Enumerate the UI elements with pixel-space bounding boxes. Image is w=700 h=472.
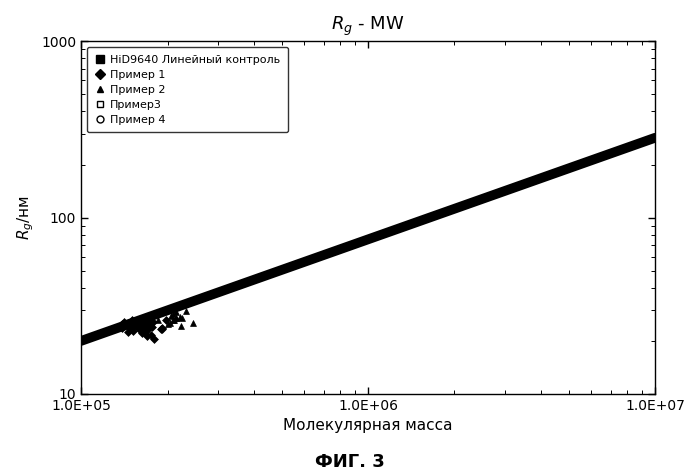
Point <box>148 319 159 326</box>
Point <box>139 323 150 331</box>
Point <box>157 325 168 333</box>
Point <box>133 322 144 329</box>
Point <box>174 313 186 321</box>
Point <box>171 314 182 321</box>
Point <box>122 329 134 336</box>
Point <box>136 324 147 331</box>
Point <box>136 326 147 334</box>
Point <box>132 321 143 329</box>
Point <box>153 316 164 323</box>
Point <box>141 326 153 334</box>
Point <box>166 312 177 320</box>
Point <box>125 320 136 327</box>
Point <box>132 321 143 329</box>
Point <box>162 320 174 327</box>
Point <box>176 314 188 322</box>
Title: $\mathit{R_g}$ - MW: $\mathit{R_g}$ - MW <box>331 15 405 38</box>
Point <box>136 330 147 337</box>
Point <box>117 320 128 328</box>
Point <box>125 323 136 331</box>
Point <box>132 320 144 327</box>
Point <box>122 319 134 327</box>
Point <box>137 322 148 330</box>
Point <box>142 325 153 332</box>
Point <box>148 335 160 342</box>
Point <box>156 325 167 332</box>
Point <box>160 316 171 324</box>
Point <box>119 319 130 326</box>
Point <box>169 316 180 323</box>
Point <box>146 324 158 331</box>
Point <box>170 314 181 321</box>
X-axis label: Молекулярная масса: Молекулярная масса <box>284 418 453 433</box>
Text: ФИГ. 3: ФИГ. 3 <box>315 453 385 471</box>
Point <box>135 326 146 334</box>
Point <box>175 322 186 330</box>
Point <box>187 320 198 327</box>
Point <box>141 332 152 339</box>
Point <box>145 331 156 338</box>
Point <box>140 317 151 325</box>
Point <box>133 325 144 332</box>
Point <box>128 322 139 329</box>
Point <box>127 316 138 324</box>
Point <box>141 323 153 330</box>
Point <box>116 325 127 332</box>
Point <box>155 325 167 333</box>
Point <box>167 311 178 318</box>
Y-axis label: $R_{g}$/нм: $R_{g}$/нм <box>15 195 36 240</box>
Point <box>132 319 144 327</box>
Point <box>170 309 181 316</box>
Point <box>144 320 155 328</box>
Point <box>168 316 179 323</box>
Point <box>134 322 145 329</box>
Point <box>164 320 175 327</box>
Point <box>139 328 150 336</box>
Legend: HiD9640 Линейный контроль, Пример 1, Пример 2, Пример3, Пример 4: HiD9640 Линейный контроль, Пример 1, При… <box>87 47 288 133</box>
Point <box>181 307 192 315</box>
Point <box>127 327 138 335</box>
Point <box>143 319 154 326</box>
Point <box>123 323 134 330</box>
